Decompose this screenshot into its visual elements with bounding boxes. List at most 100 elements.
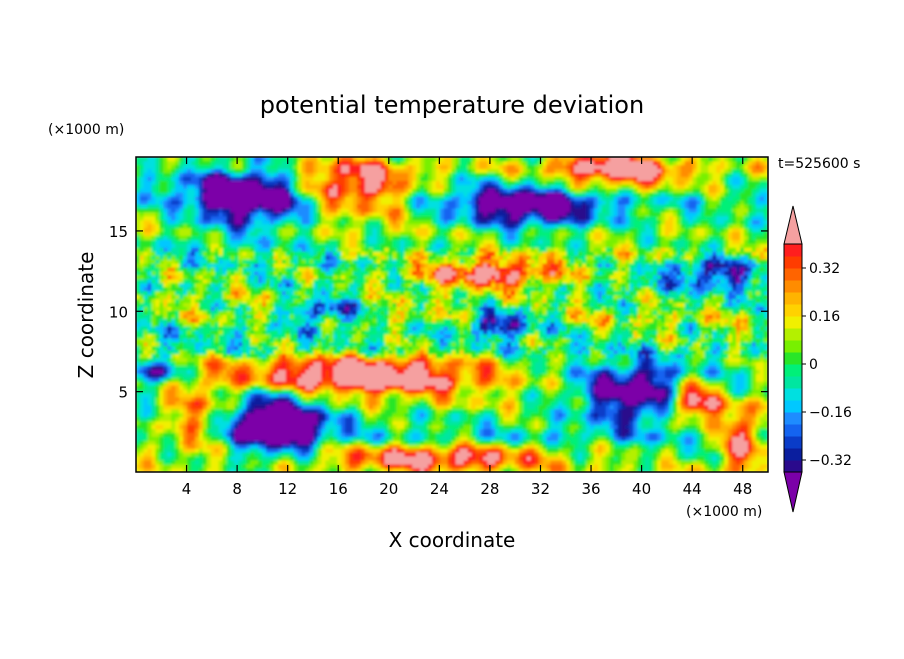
heatmap-cell: [665, 385, 670, 390]
heatmap-cell: [704, 381, 710, 386]
heatmap-cell: [155, 428, 160, 433]
heatmap-cell: [171, 420, 176, 426]
heatmap-cell: [356, 412, 362, 418]
heatmap-cell: [230, 392, 236, 398]
heatmap-cell: [534, 444, 540, 449]
heatmap-cell: [408, 353, 413, 359]
heatmap-cell: [183, 392, 188, 398]
heatmap-cell: [661, 353, 666, 359]
heatmap-cell: [384, 448, 390, 453]
heatmap-cell: [428, 463, 433, 469]
heatmap-cell: [621, 463, 627, 469]
heatmap-cell: [321, 377, 326, 382]
heatmap-cell: [356, 452, 362, 457]
heatmap-cell: [653, 408, 658, 414]
heatmap-cell: [356, 357, 362, 363]
heatmap-cell: [617, 416, 623, 422]
heatmap-cell: [589, 400, 595, 406]
heatmap-cell: [514, 463, 520, 469]
heatmap-cell: [238, 448, 243, 453]
heatmap-cell: [317, 400, 322, 406]
heatmap-cell: [672, 459, 678, 465]
heatmap-cell: [704, 428, 710, 433]
heatmap-cell: [412, 365, 417, 370]
heatmap-cell: [479, 392, 484, 398]
heatmap-cell: [198, 436, 204, 441]
heatmap-cell: [747, 420, 753, 426]
heatmap-cell: [301, 408, 307, 414]
heatmap-cell: [578, 444, 583, 449]
heatmap-cell: [368, 436, 374, 441]
heatmap-cell: [487, 432, 492, 437]
heatmap-cell: [633, 424, 638, 429]
heatmap-cell: [147, 436, 153, 441]
heatmap-cell: [439, 436, 445, 441]
heatmap-cell: [333, 353, 338, 359]
heatmap-cell: [609, 420, 615, 426]
heatmap-cell: [751, 463, 757, 469]
heatmap-cell: [277, 463, 283, 469]
heatmap-cell: [447, 408, 453, 414]
heatmap-cell: [479, 385, 484, 390]
heatmap-cell: [605, 412, 611, 418]
heatmap-cell: [645, 361, 650, 366]
heatmap-cell: [337, 357, 342, 363]
heatmap-cell: [530, 377, 536, 382]
heatmap-cell: [329, 357, 334, 363]
heatmap-cell: [657, 385, 662, 390]
heatmap-cell: [159, 467, 164, 472]
heatmap-cell: [483, 361, 488, 366]
heatmap-cell: [396, 440, 401, 445]
heatmap-cell: [475, 369, 480, 374]
heatmap-cell: [277, 467, 283, 472]
heatmap-cell: [613, 389, 619, 394]
heatmap-cell: [187, 428, 192, 433]
heatmap-cell: [447, 432, 453, 437]
heatmap-cell: [258, 377, 263, 382]
heatmap-cell: [550, 428, 555, 433]
heatmap-cell: [163, 436, 168, 441]
heatmap-cell: [459, 455, 465, 461]
heatmap-cell: [179, 452, 184, 457]
heatmap-cell: [226, 400, 232, 406]
heatmap-cell: [163, 459, 168, 465]
heatmap-cell: [202, 349, 208, 355]
heatmap-cell: [254, 353, 259, 359]
heatmap-cell: [491, 412, 496, 418]
heatmap-cell: [542, 455, 548, 461]
heatmap-cell: [526, 400, 532, 406]
heatmap-cell: [716, 361, 721, 366]
heatmap-cell: [246, 467, 251, 472]
heatmap-cell: [321, 404, 326, 410]
heatmap-cell: [163, 353, 168, 359]
heatmap-cell: [495, 361, 500, 366]
heatmap-cell: [222, 349, 228, 355]
heatmap-cell: [392, 373, 397, 378]
heatmap-cell: [159, 349, 164, 355]
heatmap-cell: [510, 400, 516, 406]
heatmap-cell: [676, 444, 682, 449]
heatmap-cell: [609, 392, 615, 398]
heatmap-cell: [380, 373, 386, 378]
heatmap-cell: [538, 424, 544, 429]
heatmap-cell: [372, 467, 378, 472]
heatmap-cell: [633, 432, 638, 437]
heatmap-cell: [305, 412, 311, 418]
heatmap-cell: [266, 448, 271, 453]
heatmap-cell: [163, 349, 168, 355]
heatmap-cell: [155, 345, 160, 351]
heatmap-cell: [597, 404, 603, 410]
heatmap-cell: [566, 408, 571, 414]
heatmap-cell: [680, 444, 686, 449]
heatmap-cell: [680, 353, 686, 359]
heatmap-cell: [692, 373, 698, 378]
heatmap-cell: [439, 357, 445, 363]
heatmap-cell: [744, 432, 749, 437]
heatmap-cell: [633, 459, 638, 465]
heatmap-cell: [692, 412, 698, 418]
heatmap-cell: [483, 353, 488, 359]
heatmap-cell: [317, 432, 322, 437]
heatmap-cell: [226, 408, 232, 414]
heatmap-cell: [661, 385, 666, 390]
heatmap-cell: [384, 452, 390, 457]
